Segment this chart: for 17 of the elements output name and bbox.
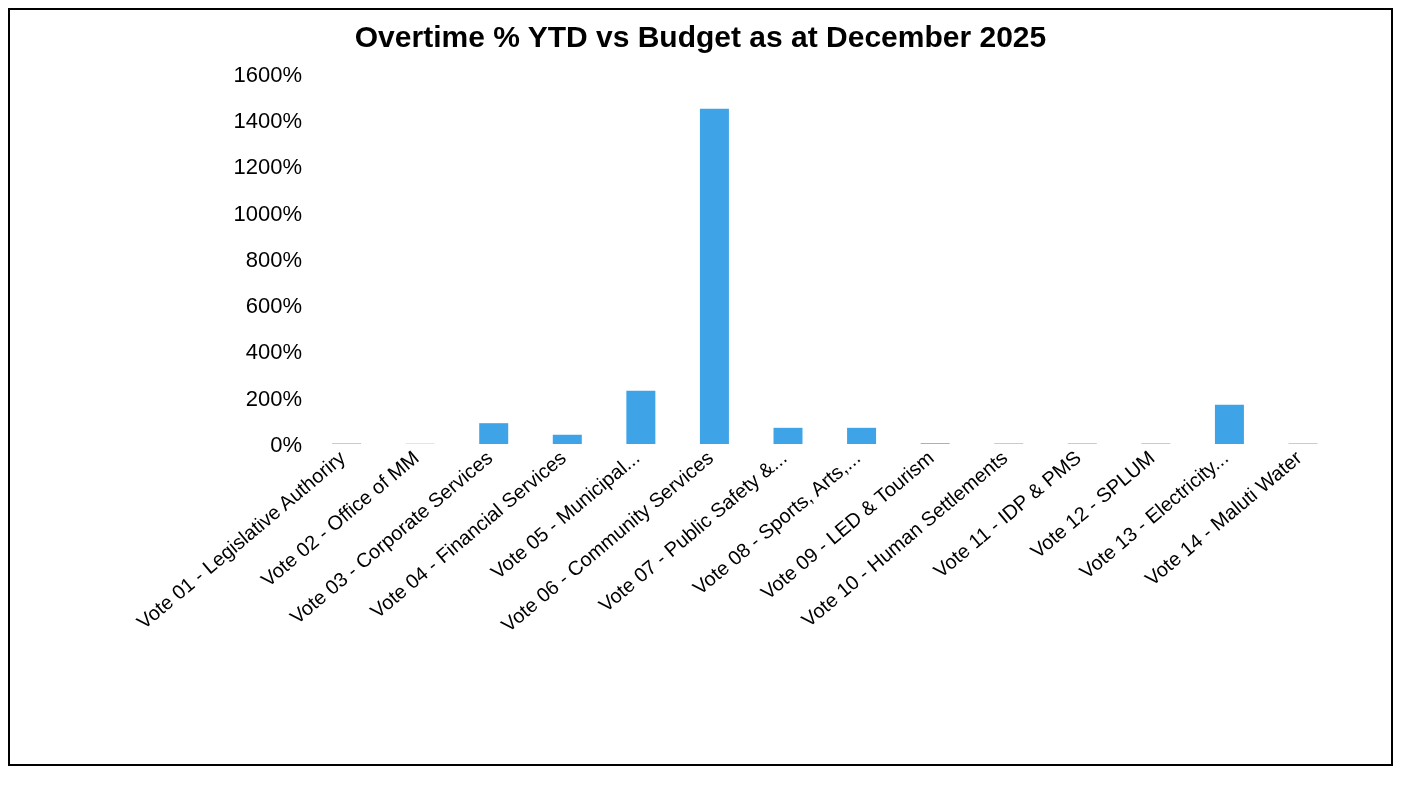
bar xyxy=(479,423,509,444)
chart-title: Overtime % YTD vs Budget as at December 2025 xyxy=(353,20,1048,54)
y-tick-label: 800% xyxy=(245,246,302,272)
bar xyxy=(626,390,656,444)
y-tick-label: 1600% xyxy=(233,61,302,87)
y-tick-label: 200% xyxy=(245,385,302,411)
y-tick-label: 0% xyxy=(270,431,302,457)
bar xyxy=(699,108,729,444)
bar xyxy=(552,434,582,444)
y-tick-label: 1000% xyxy=(233,200,302,226)
y-tick-label: 600% xyxy=(245,293,302,319)
y-tick-label: 1400% xyxy=(233,108,302,134)
y-tick-label: 400% xyxy=(245,339,302,365)
bar xyxy=(847,427,877,444)
y-tick-label: 1200% xyxy=(233,154,302,180)
bar xyxy=(1214,404,1244,444)
bar xyxy=(773,427,803,444)
